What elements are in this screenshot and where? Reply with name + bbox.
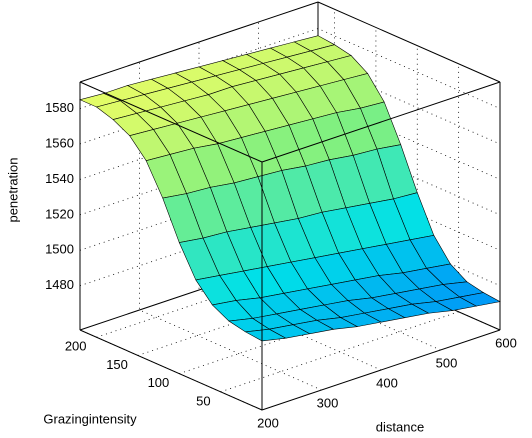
box-edge — [79, 1, 319, 83]
box-edge — [79, 329, 263, 411]
z-tick-label: 1540 — [45, 171, 74, 186]
z-tick-label: 1580 — [45, 100, 74, 115]
x-tick-label: 500 — [436, 355, 458, 370]
box-edge — [261, 329, 501, 411]
y-axis-label: Grazingintensity — [43, 411, 137, 426]
x-axis-label: distance — [376, 419, 424, 434]
z-tick-label: 1500 — [45, 242, 74, 257]
y-tick-label: 50 — [196, 393, 210, 408]
x-tick-label: 400 — [376, 375, 398, 390]
surface-patch — [244, 328, 287, 342]
x-tick-label: 300 — [317, 395, 339, 410]
box-edge — [79, 81, 263, 163]
z-tick-label: 1560 — [45, 135, 74, 150]
y-tick-label: 200 — [65, 339, 87, 354]
y-tick-label: 100 — [148, 375, 170, 390]
z-axis-label: penetration — [5, 157, 20, 222]
z-tick-label: 1520 — [45, 206, 74, 221]
y-tick-label: 150 — [106, 357, 128, 372]
z-tick-label: 1480 — [45, 277, 74, 292]
x-tick-label: 600 — [495, 335, 517, 350]
box-edge — [261, 81, 501, 163]
x-tick-label: 200 — [257, 415, 279, 430]
box-edge — [317, 1, 501, 83]
